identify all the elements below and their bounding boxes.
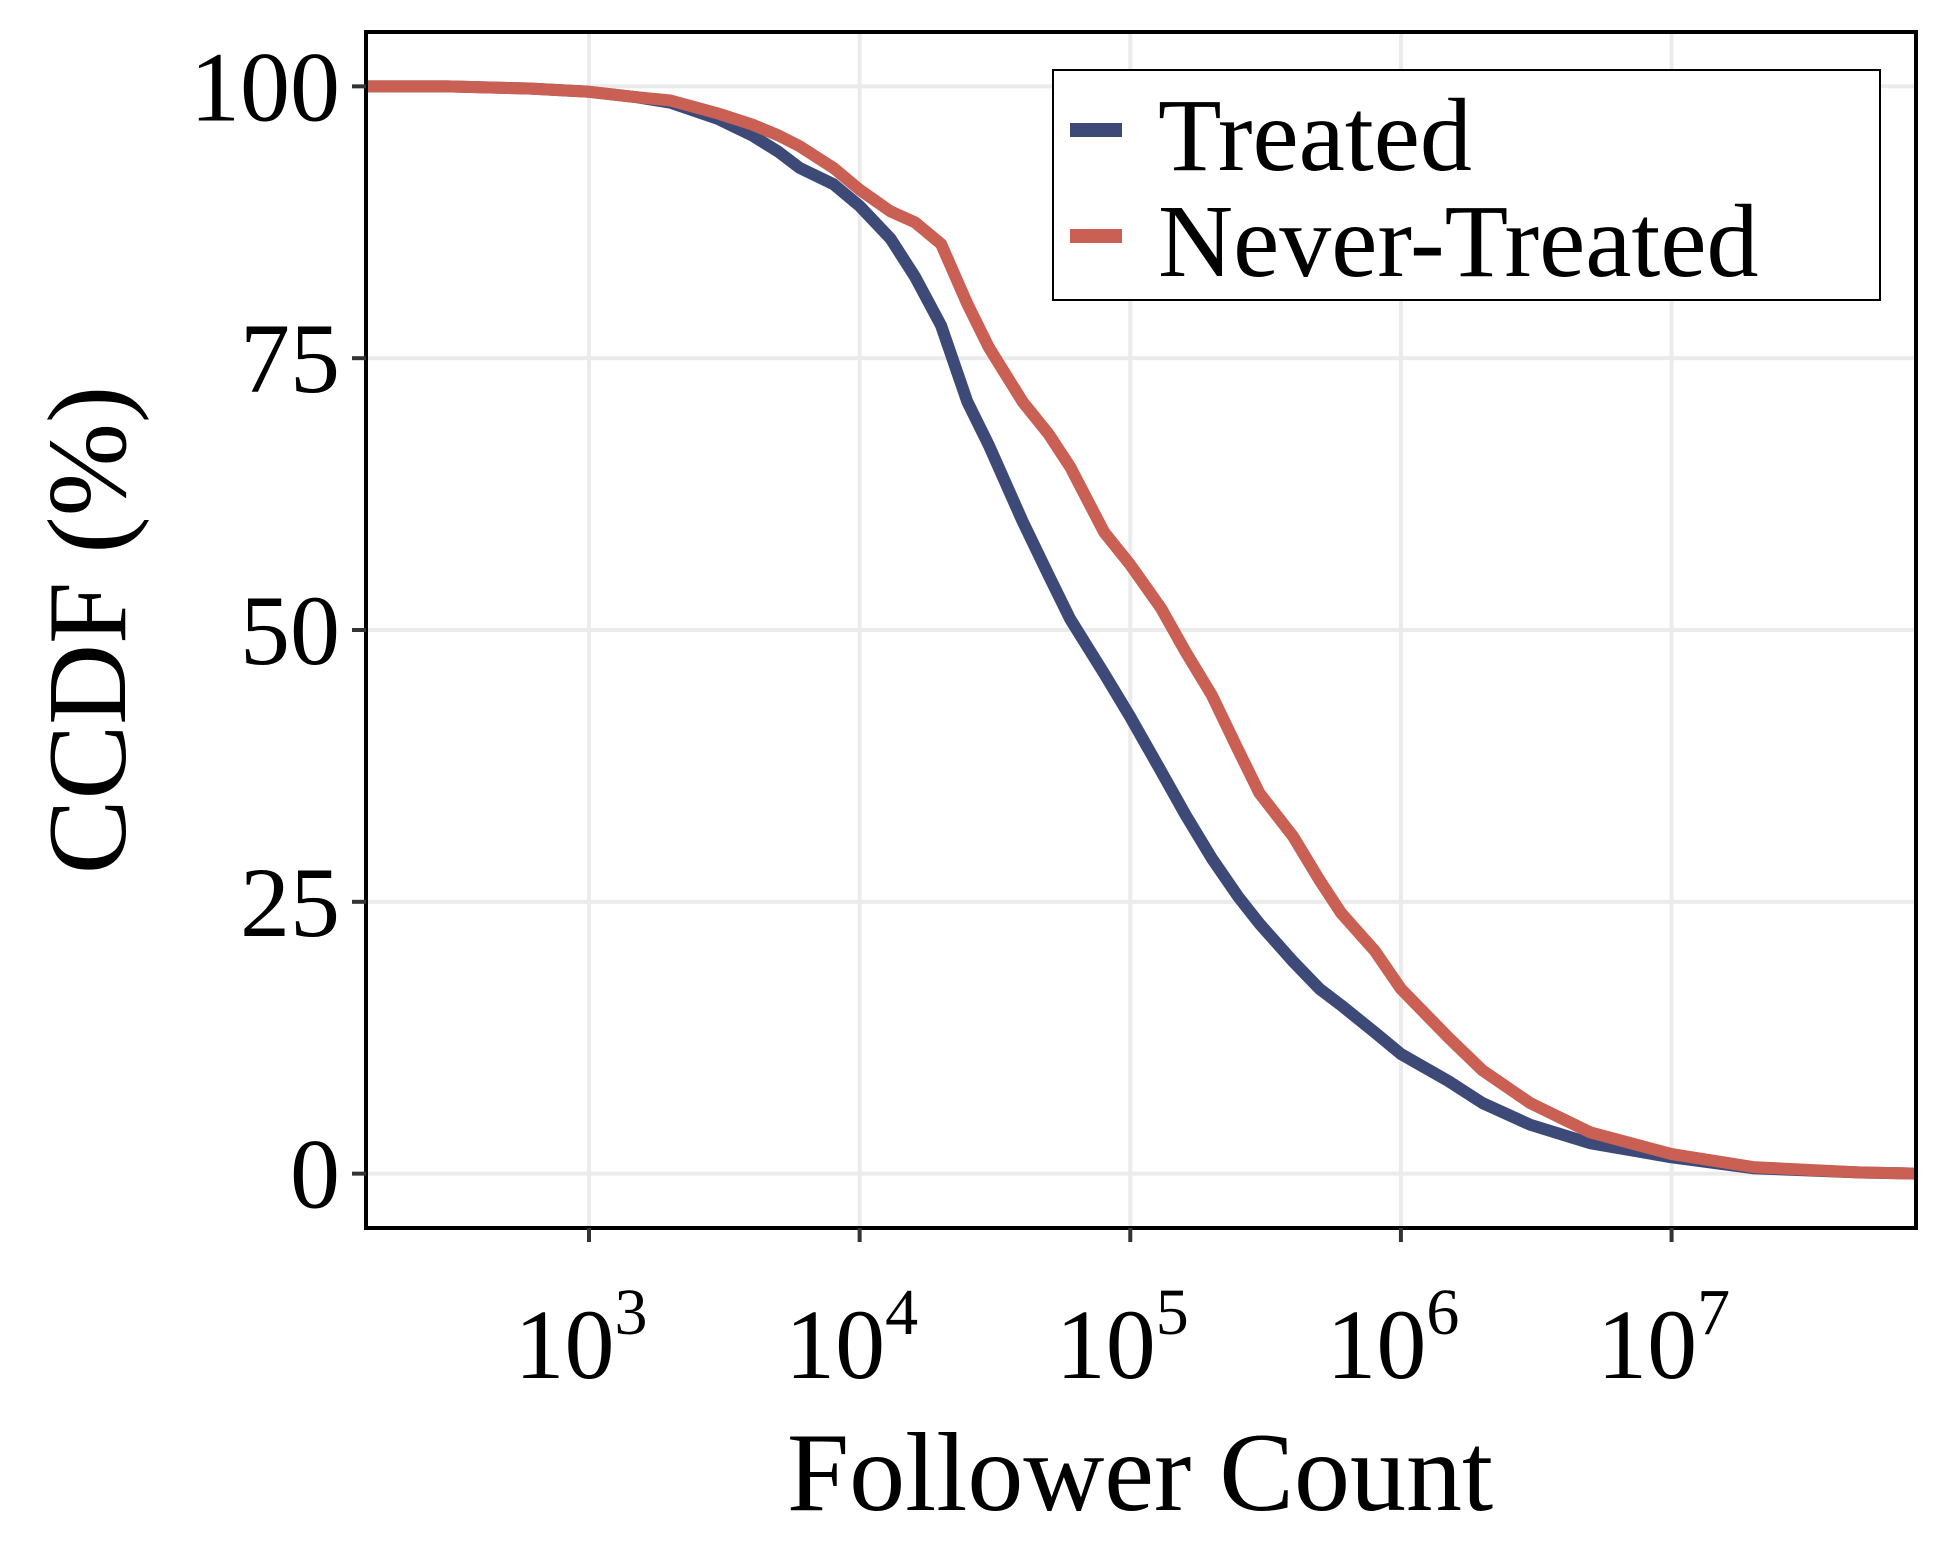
axis-ticks xyxy=(352,84,1674,1242)
x-tick-label: 106 xyxy=(1326,1276,1459,1400)
legend-box xyxy=(1052,69,1881,301)
y-tick-label: 25 xyxy=(240,847,340,958)
series-line-never-treated xyxy=(366,80,1917,1180)
y-tick-label: 75 xyxy=(240,303,340,414)
x-axis-title: Follower Count xyxy=(787,1411,1493,1535)
y-tick-label: 0 xyxy=(290,1119,340,1230)
y-tick-labels: 0 25 50 75 100 xyxy=(190,31,340,1229)
series-line-treated xyxy=(366,80,1917,1180)
x-tick-label: 107 xyxy=(1597,1276,1730,1400)
x-tick-label: 104 xyxy=(785,1276,918,1400)
legend: Treated Never-Treated xyxy=(1052,69,1881,301)
x-tick-label: 103 xyxy=(514,1276,647,1400)
x-tick-labels: 103 104 105 106 107 xyxy=(514,1276,1730,1400)
y-tick-label: 100 xyxy=(190,31,340,142)
y-axis-title: CCDF (%) xyxy=(26,386,150,874)
legend-label-never-treated: Never-Treated xyxy=(1158,184,1759,299)
x-tick-label: 105 xyxy=(1056,1276,1189,1400)
series-lines xyxy=(366,80,1917,1180)
y-tick-label: 50 xyxy=(240,575,340,686)
legend-label-treated: Treated xyxy=(1158,78,1472,193)
